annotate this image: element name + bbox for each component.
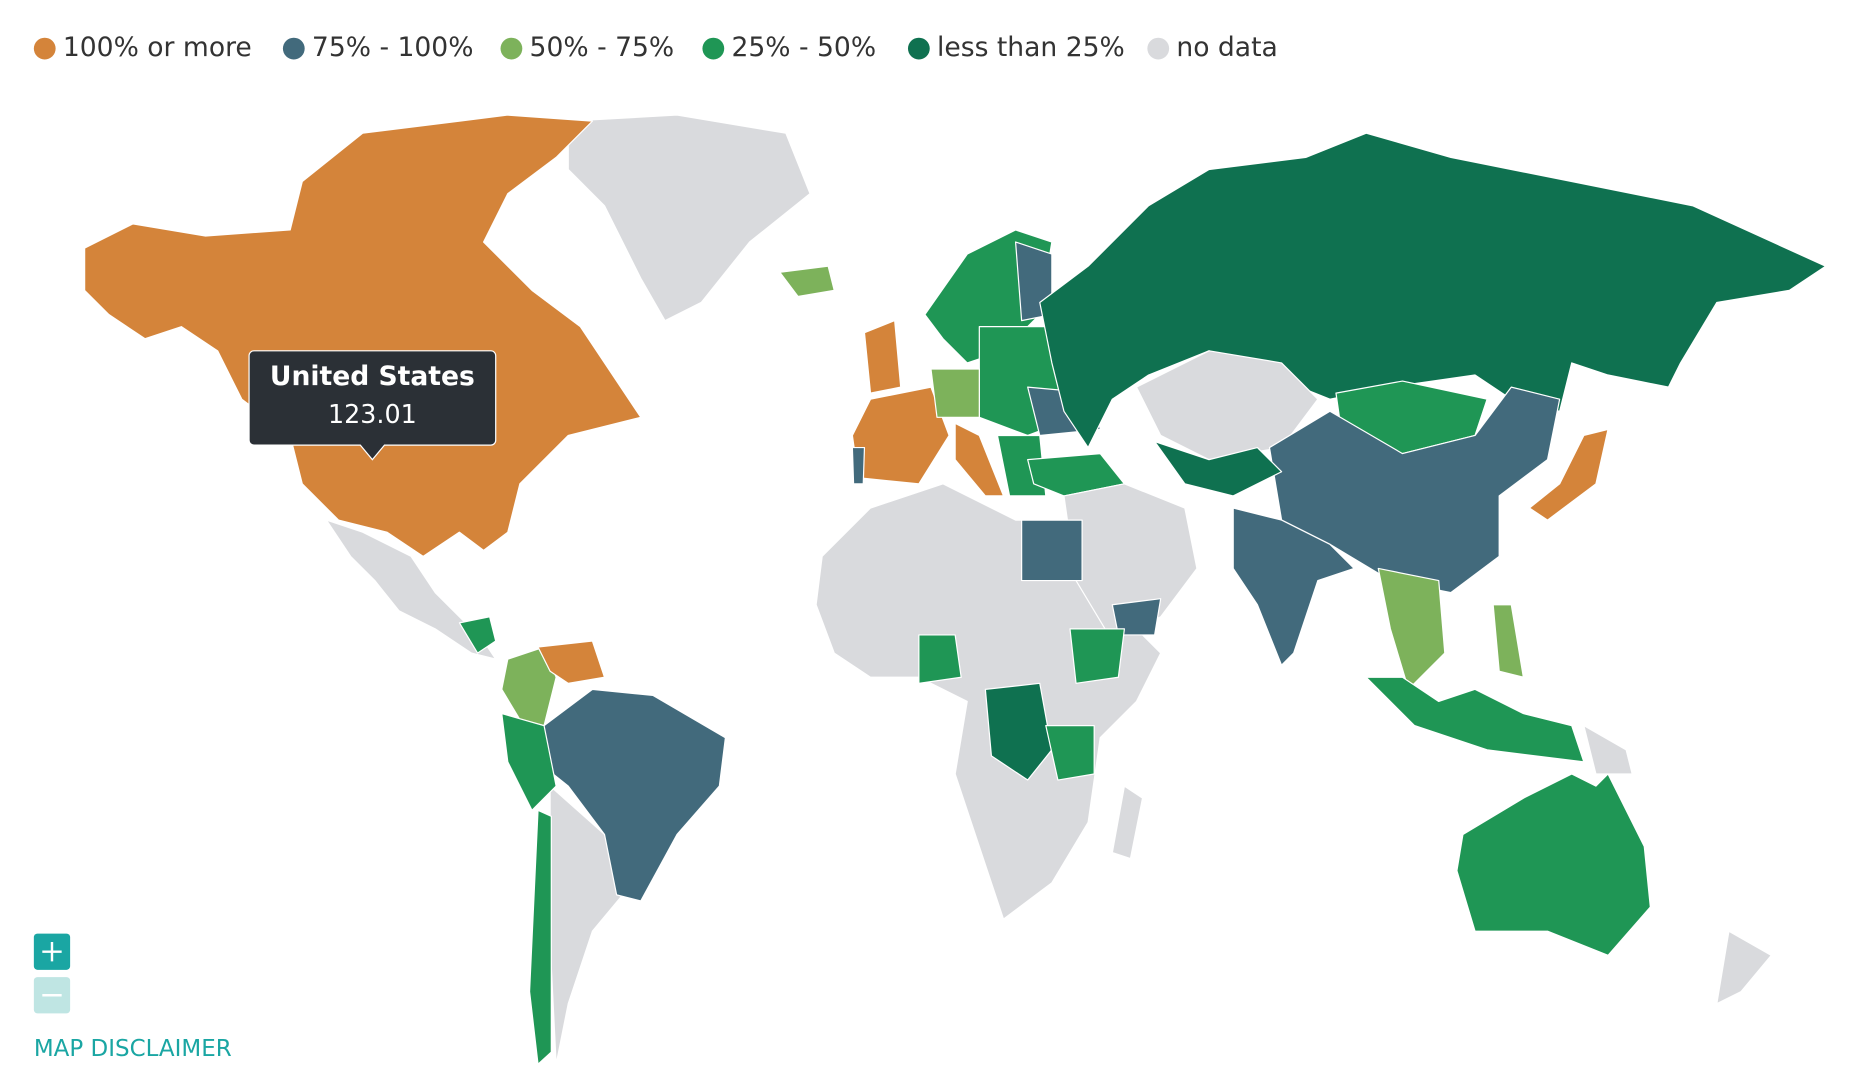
country <box>954 422 1005 497</box>
legend-label: 75% - 100% <box>312 32 474 63</box>
legend-swatch <box>1147 37 1170 60</box>
country <box>1232 507 1355 666</box>
legend-label: 50% - 75% <box>530 32 675 63</box>
legend-label: 100% or more <box>63 32 252 63</box>
country <box>1135 350 1319 461</box>
country <box>1456 773 1651 956</box>
country <box>84 114 642 557</box>
legend-swatch <box>33 37 56 60</box>
tooltip-title: United States <box>270 361 475 392</box>
tooltip-value: 123.01 <box>328 399 417 429</box>
legend-label: no data <box>1176 32 1277 63</box>
country <box>1111 598 1162 636</box>
country <box>1045 725 1095 781</box>
country <box>984 682 1053 781</box>
country <box>1716 930 1772 1005</box>
country <box>1365 676 1585 763</box>
legend-swatch <box>702 37 725 60</box>
country <box>930 368 980 418</box>
zoom-in-icon <box>42 942 62 962</box>
legend-label: less than 25% <box>937 32 1125 63</box>
country <box>537 640 606 684</box>
country <box>1583 725 1633 775</box>
zoom-in[interactable] <box>33 933 71 970</box>
zoom-out[interactable] <box>33 977 71 1014</box>
country <box>1377 567 1446 690</box>
country <box>528 809 552 1065</box>
country <box>1069 628 1126 684</box>
country <box>458 616 497 654</box>
country <box>1154 440 1283 497</box>
country <box>1528 428 1609 521</box>
country <box>325 519 497 660</box>
country <box>537 688 727 902</box>
country <box>501 712 557 811</box>
country <box>1039 132 1827 449</box>
tooltip-box <box>248 350 497 461</box>
map-disclaimer[interactable]: MAP DISCLAIMER <box>34 1036 232 1062</box>
tooltip: United States 123.01 <box>248 350 497 461</box>
world-map <box>84 114 1827 1065</box>
country <box>1021 519 1083 582</box>
country <box>1268 386 1561 594</box>
legend-swatch <box>282 37 305 60</box>
country <box>851 386 950 485</box>
legend-swatch <box>500 37 523 60</box>
country <box>1492 604 1524 678</box>
legend-swatch <box>907 37 930 60</box>
country <box>863 320 902 394</box>
country <box>1063 483 1198 642</box>
country <box>567 114 811 322</box>
legend: 100% or more 75% - 100% 50% - 75% 25% - 50%… <box>33 32 1278 63</box>
country <box>918 634 962 684</box>
country <box>851 446 866 485</box>
country <box>779 265 835 298</box>
legend-label: 25% - 50% <box>731 32 876 63</box>
country <box>1111 785 1144 860</box>
